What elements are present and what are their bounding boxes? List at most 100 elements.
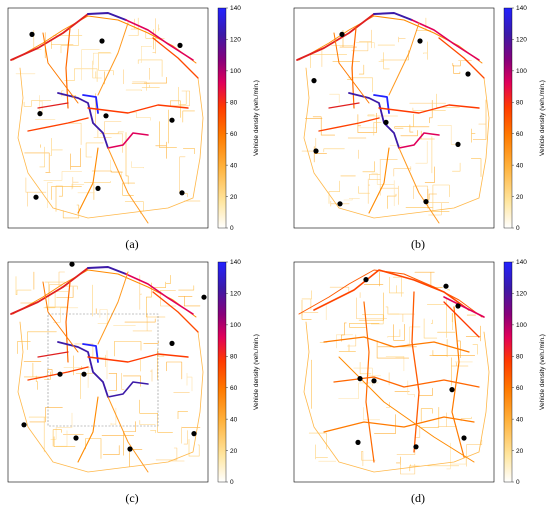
road-segment [378,104,480,114]
camera-nodes [311,31,471,207]
road-segment [55,185,63,212]
panel-b: 0 20 40 60 80 100 120 140 Vehicle density (veh.… [293,5,546,232]
camera-node [313,148,319,154]
colorbar: 0 20 40 60 80 100 120 140 Vehicle density (veh.… [217,259,260,486]
road-segment [367,114,398,117]
road-segment [183,430,188,445]
camera-node [191,431,197,437]
road-segment [65,281,71,363]
road-segment [407,380,415,398]
road-segment [398,132,440,149]
road-segment [150,430,156,434]
road-segment [108,373,117,391]
camera-node [363,277,369,283]
road-segment [28,416,47,453]
camera-node [311,78,317,84]
road-segment [85,142,104,158]
road-segment [415,17,432,31]
road-segment [139,399,173,433]
road-network [298,269,490,475]
camera-node [73,435,79,441]
road-segment [387,329,401,338]
road-segment [140,46,152,63]
road-segment [328,180,340,204]
road-segment [380,50,409,61]
road-segment [71,183,85,190]
panel-a: 0 20 40 60 80 100 120 140 Vehicle density (veh.… [7,5,260,232]
colorbar-tick-label: 100 [516,68,527,75]
panel-d: 0 20 40 60 80 100 120 140 Vehicle density (veh.… [293,259,546,486]
road-segment [42,281,79,353]
colorbar-gradient [217,7,227,229]
focus-region-box [47,313,159,427]
road-segment [102,445,120,455]
road-segment [369,174,381,180]
road-segment [51,186,82,200]
road-segment [409,124,430,133]
road-segment [91,170,123,173]
road-segment [107,132,149,149]
colorbar-tick-label: 80 [230,353,238,360]
road-segment [323,336,470,353]
road-segment [460,416,472,422]
road-segment [363,271,384,287]
road-segment [313,146,327,163]
road-segment [329,286,350,293]
road-segment [139,420,156,425]
road-segment [125,132,129,185]
colorbar-tick-label: 40 [230,416,238,423]
colorbar-tick-label: 40 [516,416,524,423]
road-segment [313,269,470,311]
road-segment [55,430,68,447]
road-segment [97,271,129,345]
camera-node [99,38,105,44]
road-network [10,12,204,224]
camera-node [201,294,207,300]
road-segment [343,198,360,201]
camera-nodes [29,31,185,200]
road-segment [23,362,48,378]
road-segment [333,32,370,104]
road-segment [157,348,165,357]
road-segment [386,402,390,408]
camera-node [177,42,183,49]
road-segment [472,99,487,140]
road-segment [107,147,149,224]
road-segment [64,68,98,82]
road-segment [363,301,375,463]
road-segment [312,116,335,136]
road-segment [387,193,397,209]
road-segment [447,289,450,291]
road-segment [367,178,371,204]
camera-node [465,71,471,77]
road-segment [368,147,390,214]
colorbar-tick-label: 120 [516,291,527,298]
road-segment [358,64,365,75]
road-segment [110,407,117,426]
road-segment [400,130,418,137]
road-segment [166,361,183,380]
colorbar-tick-label: 120 [230,291,241,298]
road-segment [97,309,108,324]
road-segment [437,412,457,427]
camera-node [29,31,35,37]
road-segment [432,184,450,212]
road-segment [84,181,111,183]
road-segment [308,432,327,450]
road-segment [373,122,382,136]
road-segment [152,37,199,79]
road-segment [339,30,357,48]
road-segment [128,17,139,36]
road-network [296,12,490,224]
road-segment [87,104,189,114]
road-segment [424,166,435,183]
caption-a: (a) [125,237,138,251]
colorbar-tick-label: 40 [230,162,238,169]
road-segment [362,161,375,173]
road-segment [358,292,384,321]
camera-node [417,38,423,44]
road-segment [303,67,490,219]
road-segment [301,299,312,320]
road-segment [27,331,57,350]
